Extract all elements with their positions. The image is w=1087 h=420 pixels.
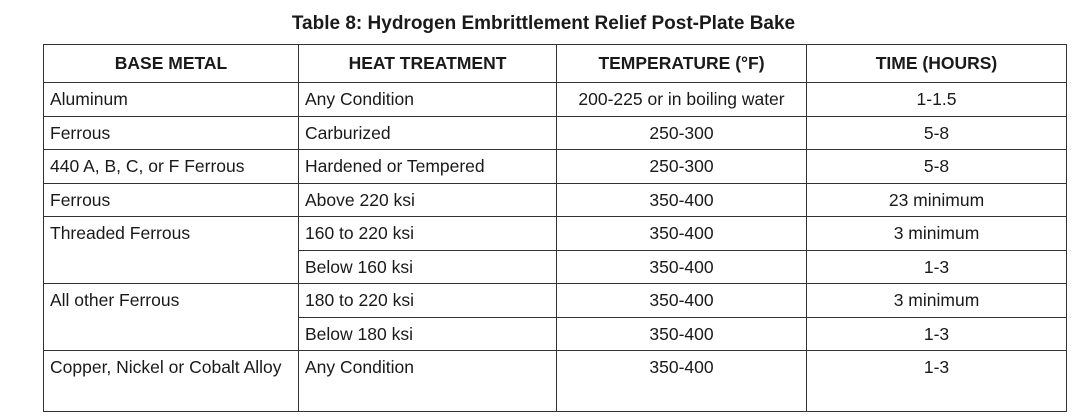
heat-treatment-cell: Carburized bbox=[298, 115, 557, 150]
heat-treatment-cell: Hardened or Tempered bbox=[298, 149, 557, 184]
time-cell: 1-3 bbox=[806, 249, 1067, 284]
table-row: Threaded Ferrous 160 to 220 ksi 350-400 3 m… bbox=[43, 216, 1067, 284]
table-row: Ferrous Above 220 ksi 350-400 23 minimum bbox=[43, 182, 1067, 217]
temperature-cell: 350-400 bbox=[556, 182, 807, 217]
heat-treatment-cell: Any Condition bbox=[298, 82, 557, 117]
base-metal-cell: Ferrous bbox=[43, 182, 299, 217]
table-row: Below 180 ksi 350-400 1-3 bbox=[44, 316, 1067, 351]
temperature-cell: 350-400 bbox=[556, 249, 807, 284]
time-cell: 1-1.5 bbox=[806, 82, 1067, 117]
time-cell: 3 minimum bbox=[806, 216, 1067, 251]
heat-treatment-cell: 160 to 220 ksi bbox=[298, 216, 557, 251]
temperature-cell: 350-400 bbox=[556, 283, 807, 318]
bake-table: BASE METAL HEAT TREATMENT TEMPERATURE (°F)… bbox=[43, 44, 1067, 412]
time-cell: 1-3 bbox=[806, 350, 1067, 412]
temperature-cell: 350-400 bbox=[556, 216, 807, 251]
column-header: TEMPERATURE (°F) bbox=[556, 44, 807, 83]
temperature-cell: 350-400 bbox=[556, 350, 807, 412]
table-row: Below 160 ksi 350-400 1-3 bbox=[44, 249, 1067, 284]
temperature-cell: 200-225 or in boiling water bbox=[556, 82, 807, 117]
time-cell: 1-3 bbox=[806, 316, 1067, 351]
time-cell: 5-8 bbox=[806, 115, 1067, 150]
column-header: TIME (HOURS) bbox=[806, 44, 1067, 83]
time-cell: 3 minimum bbox=[806, 283, 1067, 318]
time-cell: 5-8 bbox=[806, 149, 1067, 184]
table-title: Table 8: Hydrogen Embrittlement Relief P… bbox=[291, 13, 796, 34]
column-header: BASE METAL bbox=[43, 44, 299, 83]
base-metal-cell: Copper, Nickel or Cobalt Alloy bbox=[43, 350, 299, 412]
heat-treatment-cell: Below 180 ksi bbox=[298, 316, 557, 351]
heat-treatment-cell: Any Condition bbox=[298, 350, 557, 412]
base-metal-cell: 440 A, B, C, or F Ferrous bbox=[43, 149, 299, 184]
table-row: Aluminum Any Condition 200-225 or in boili… bbox=[43, 82, 1067, 117]
table-row: Copper, Nickel or Cobalt Alloy Any Condit… bbox=[43, 350, 1067, 412]
header-row: BASE METAL HEAT TREATMENT TEMPERATURE (°F)… bbox=[43, 44, 1067, 83]
table-body: Aluminum Any Condition 200-225 or in boili… bbox=[43, 82, 1067, 412]
time-cell: 23 minimum bbox=[806, 182, 1067, 217]
heat-treatment-cell: Above 220 ksi bbox=[298, 182, 557, 217]
temperature-cell: 250-300 bbox=[556, 149, 807, 184]
table-row: All other Ferrous 180 to 220 ksi 350-400 3 … bbox=[43, 283, 1067, 351]
base-metal-cell: All other Ferrous bbox=[43, 283, 299, 351]
temperature-cell: 250-300 bbox=[556, 115, 807, 150]
base-metal-cell: Threaded Ferrous bbox=[43, 216, 299, 284]
base-metal-cell: Aluminum bbox=[43, 82, 299, 117]
base-metal-cell: Ferrous bbox=[43, 115, 299, 150]
heat-treatment-cell: 180 to 220 ksi bbox=[298, 283, 557, 318]
table-row: 440 A, B, C, or F Ferrous Hardened or Tem… bbox=[43, 149, 1067, 184]
heat-treatment-cell: Below 160 ksi bbox=[298, 249, 557, 284]
table-row: Ferrous Carburized 250-300 5-8 bbox=[43, 115, 1067, 150]
column-header: HEAT TREATMENT bbox=[298, 44, 557, 83]
temperature-cell: 350-400 bbox=[556, 316, 807, 351]
